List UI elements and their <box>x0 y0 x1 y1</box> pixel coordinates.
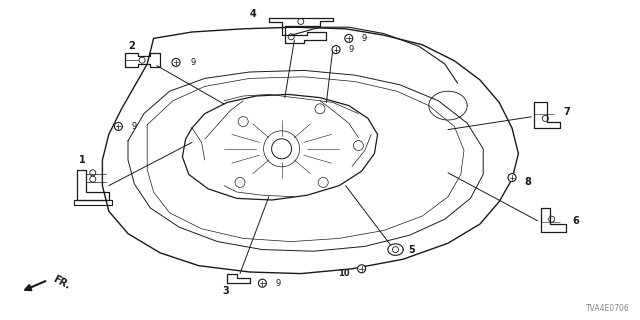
Text: 1: 1 <box>79 155 85 165</box>
Text: 8: 8 <box>525 177 532 188</box>
Circle shape <box>115 122 122 131</box>
Text: 9: 9 <box>362 34 367 43</box>
Text: 5: 5 <box>408 245 415 255</box>
Circle shape <box>345 34 353 42</box>
Circle shape <box>172 58 180 66</box>
Text: 4: 4 <box>250 9 256 20</box>
Circle shape <box>358 265 365 273</box>
Text: TVA4E0706: TVA4E0706 <box>586 304 630 313</box>
Text: 9: 9 <box>275 279 280 288</box>
Text: 9: 9 <box>190 58 195 67</box>
Text: 2: 2 <box>128 41 134 52</box>
Text: 10: 10 <box>338 269 349 278</box>
Circle shape <box>332 46 340 53</box>
Text: 7: 7 <box>563 107 570 117</box>
Circle shape <box>259 279 266 287</box>
Text: 9: 9 <box>349 45 354 54</box>
Text: 6: 6 <box>573 216 580 226</box>
Text: 3: 3 <box>222 285 228 296</box>
Circle shape <box>508 173 516 181</box>
Text: 9: 9 <box>131 122 136 131</box>
Text: FR.: FR. <box>51 274 72 291</box>
